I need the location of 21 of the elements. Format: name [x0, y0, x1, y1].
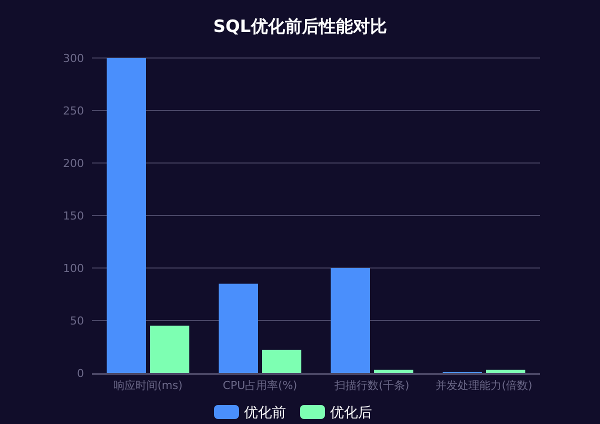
x-tick-label: 扫描行数(千条) [334, 379, 410, 392]
chart-title: SQL优化前后性能对比 [213, 17, 387, 37]
bar [330, 268, 370, 373]
bar [150, 326, 190, 373]
legend-label: 优化后 [330, 405, 372, 421]
y-tick-label: 50 [70, 314, 84, 328]
y-tick-label: 100 [63, 262, 84, 275]
bar [374, 370, 414, 373]
bar [262, 350, 302, 373]
legend-label: 优化前 [244, 405, 286, 421]
y-tick-label: 200 [63, 157, 84, 170]
y-tick-label: 300 [63, 52, 84, 65]
x-tick-label: 响应时间(ms) [113, 379, 183, 392]
x-tick-label: 并发处理能力(倍数) [436, 379, 532, 392]
bar [486, 370, 526, 373]
y-tick-label: 150 [63, 210, 84, 222]
bar [106, 58, 146, 373]
bar [218, 284, 258, 373]
y-tick-label: 0 [77, 367, 84, 380]
y-tick-label: 250 [63, 104, 84, 118]
x-tick-label: CPU占用率(%) [222, 379, 298, 392]
